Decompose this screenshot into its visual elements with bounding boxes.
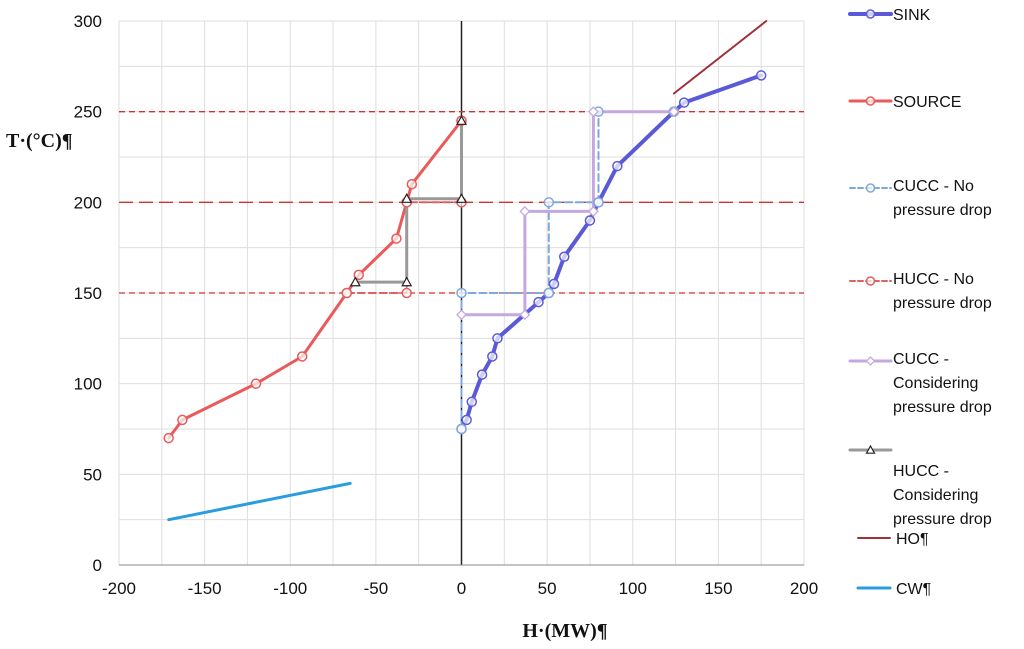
x-tick-label: -200 [102, 579, 136, 598]
x-tick-labels: -200 -150 -100 -50 0 50 100 150 200 [102, 579, 818, 598]
legend-label: HUCC -Considering pressure drop [893, 463, 992, 528]
y-tick-label: 200 [74, 193, 102, 212]
series-lines [167, 20, 768, 522]
legend: SINK SOURCE CUCC - No pressure drop HUCC - N… [848, 7, 992, 598]
y-tick-label: 250 [74, 103, 102, 122]
data-point [865, 276, 876, 286]
data-point [401, 287, 412, 299]
data-point [406, 178, 418, 190]
legend-entry: CW¶ [856, 581, 931, 598]
data-point [543, 197, 555, 208]
data-point [865, 356, 876, 366]
legend-entry: HUCC -Considering pressure drop [848, 444, 992, 528]
data-point [587, 106, 599, 118]
data-point [584, 215, 596, 226]
data-point [755, 70, 767, 81]
data-point [250, 378, 262, 389]
data-point [548, 278, 560, 290]
data-point [349, 276, 361, 287]
data-point [401, 192, 413, 203]
data-point [612, 160, 623, 172]
y-tick-label: 0 [93, 556, 102, 575]
data-point [476, 369, 488, 380]
data-point [678, 97, 690, 108]
legend-entry: SOURCE [848, 94, 961, 111]
data-point [492, 333, 503, 344]
y-tick-labels: 0 50 100 150 200 250 300 [74, 12, 102, 575]
x-tick-label: 150 [704, 579, 732, 598]
data-point [177, 414, 188, 426]
data-point [559, 251, 570, 262]
data-point [341, 287, 353, 299]
legend-entry: CUCC -Considering pressure drop [848, 351, 992, 416]
x-axis-title: H·(MW)¶ [522, 620, 607, 642]
series-line [459, 73, 764, 431]
series-line [167, 119, 463, 440]
series-line [460, 110, 676, 317]
legend-label: SOURCE [893, 94, 961, 111]
data-point [296, 351, 308, 362]
x-tick-label: 200 [790, 579, 818, 598]
x-tick-label: 100 [619, 579, 647, 598]
data-point [533, 296, 544, 308]
data-point [163, 432, 174, 444]
x-tick-label: 50 [538, 579, 557, 598]
y-axis-title: T·(°C)¶ [6, 130, 73, 152]
data-point [391, 233, 402, 244]
x-tick-label: -50 [364, 579, 389, 598]
y-tick-label: 50 [83, 465, 102, 484]
y-tick-label: 100 [74, 375, 102, 394]
x-tick-label: 0 [457, 579, 466, 598]
series-line [167, 481, 352, 522]
data-point [668, 106, 680, 118]
data-point [401, 276, 413, 287]
data-point [519, 205, 531, 217]
legend-entry: HO¶ [857, 531, 929, 548]
data-point [865, 444, 876, 454]
data-point [461, 414, 472, 426]
legend-entry: CUCC - No pressure drop [849, 178, 992, 219]
data-point [456, 287, 467, 299]
data-point [466, 396, 478, 408]
data-point [593, 197, 604, 208]
data-point [865, 183, 876, 193]
x-tick-label: -150 [188, 579, 222, 598]
x-tick-label: -100 [273, 579, 307, 598]
legend-label: SINK [893, 7, 931, 24]
y-tick-label: 300 [74, 12, 102, 31]
data-point [456, 309, 467, 321]
legend-label: CW¶ [896, 581, 931, 598]
data-point [455, 192, 468, 203]
data-point [455, 114, 468, 125]
data-point [587, 205, 599, 217]
data-point [865, 96, 876, 106]
data-point [865, 9, 876, 19]
data-point [456, 423, 467, 435]
legend-label: HUCC - No pressure drop [893, 271, 992, 312]
series-line [672, 20, 768, 95]
data-point [519, 309, 531, 321]
legend-label: CUCC - No pressure drop [893, 178, 992, 219]
legend-entry: SINK [848, 7, 931, 24]
legend-label: CUCC -Considering pressure drop [893, 351, 992, 416]
y-tick-label: 150 [74, 284, 102, 303]
series-markers [163, 70, 767, 444]
data-point [487, 351, 498, 362]
legend-label: HO¶ [896, 531, 929, 548]
legend-entry: HUCC - No pressure drop [849, 271, 992, 312]
data-point [543, 287, 555, 299]
series-line [460, 110, 675, 430]
data-point [353, 269, 364, 281]
